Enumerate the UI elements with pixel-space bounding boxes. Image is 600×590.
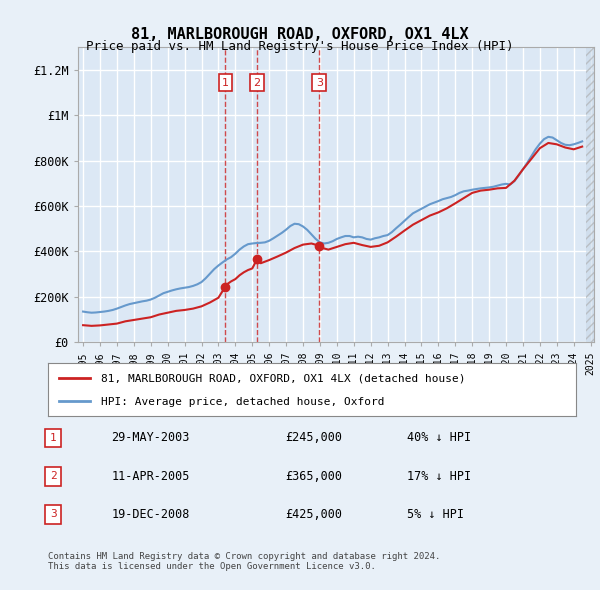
Text: 17% ↓ HPI: 17% ↓ HPI <box>407 470 471 483</box>
Text: 19-DEC-2008: 19-DEC-2008 <box>112 507 190 521</box>
Polygon shape <box>586 47 594 342</box>
Text: £245,000: £245,000 <box>286 431 343 444</box>
Text: 1: 1 <box>50 433 56 443</box>
Text: 40% ↓ HPI: 40% ↓ HPI <box>407 431 471 444</box>
Text: HPI: Average price, detached house, Oxford: HPI: Average price, detached house, Oxfo… <box>101 397 385 407</box>
Text: 3: 3 <box>50 509 56 519</box>
Text: 3: 3 <box>316 78 323 87</box>
Text: 5% ↓ HPI: 5% ↓ HPI <box>407 507 464 521</box>
Text: £365,000: £365,000 <box>286 470 343 483</box>
Text: 29-MAY-2003: 29-MAY-2003 <box>112 431 190 444</box>
Text: 1: 1 <box>222 78 229 87</box>
Text: Price paid vs. HM Land Registry's House Price Index (HPI): Price paid vs. HM Land Registry's House … <box>86 40 514 53</box>
Text: Contains HM Land Registry data © Crown copyright and database right 2024.
This d: Contains HM Land Registry data © Crown c… <box>48 552 440 571</box>
Text: 2: 2 <box>50 471 56 481</box>
Text: 81, MARLBOROUGH ROAD, OXFORD, OX1 4LX: 81, MARLBOROUGH ROAD, OXFORD, OX1 4LX <box>131 27 469 41</box>
Text: 2: 2 <box>253 78 260 87</box>
Text: 81, MARLBOROUGH ROAD, OXFORD, OX1 4LX (detached house): 81, MARLBOROUGH ROAD, OXFORD, OX1 4LX (d… <box>101 374 466 384</box>
Text: £425,000: £425,000 <box>286 507 343 521</box>
Text: 11-APR-2005: 11-APR-2005 <box>112 470 190 483</box>
